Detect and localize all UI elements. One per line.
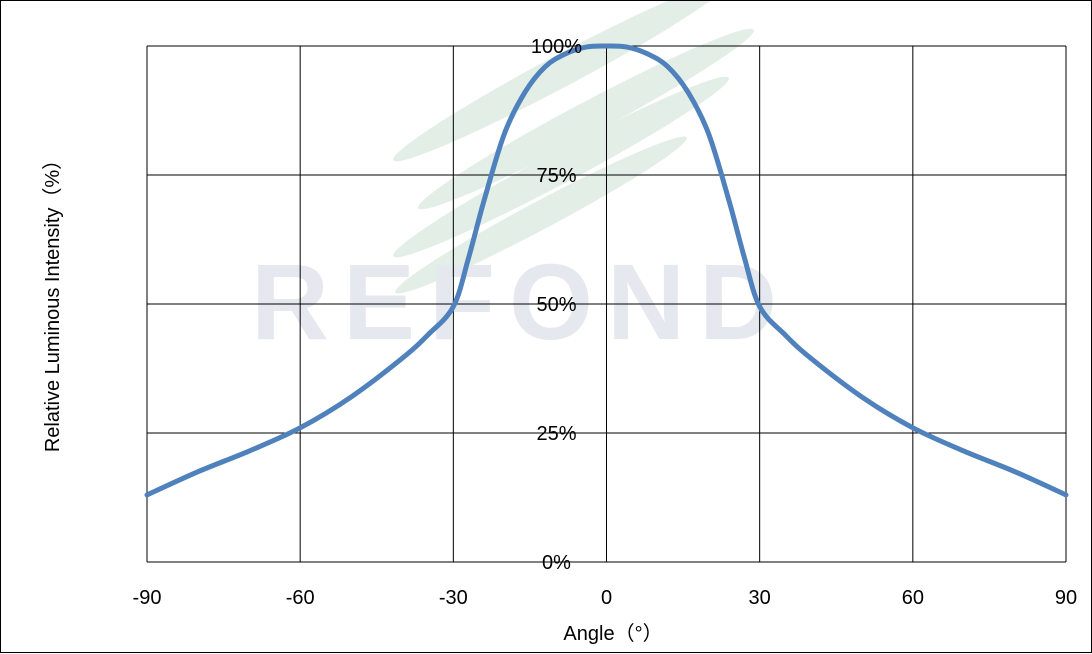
y-tick-label: 0% bbox=[542, 552, 571, 574]
y-axis-ticks: 0% 25% 50% 75% 100% bbox=[531, 36, 582, 574]
watermark: REFOND bbox=[251, 1, 791, 362]
series-line bbox=[144, 43, 1069, 498]
grid bbox=[146, 45, 1067, 563]
watermark-stripe bbox=[418, 28, 754, 210]
series-layer bbox=[144, 43, 1069, 498]
y-tick-label: 50% bbox=[536, 294, 576, 316]
watermark-stripe bbox=[393, 1, 729, 162]
x-tick-label: 30 bbox=[749, 587, 771, 609]
watermark-text: REFOND bbox=[251, 241, 791, 362]
x-axis-ticks: -90 -60 -30 0 30 60 90 bbox=[133, 587, 1078, 609]
x-tick-label: 90 bbox=[1055, 587, 1077, 609]
watermark-stripe bbox=[393, 76, 729, 258]
y-tick-label: 100% bbox=[531, 36, 582, 58]
x-tick-label: -30 bbox=[439, 587, 468, 609]
x-tick-label: 60 bbox=[902, 587, 924, 609]
x-tick-label: -60 bbox=[286, 587, 315, 609]
y-tick-label: 75% bbox=[536, 165, 576, 187]
x-tick-label: 0 bbox=[601, 587, 612, 609]
y-tick-label: 25% bbox=[536, 423, 576, 445]
x-axis-title: Angle（°） bbox=[563, 622, 662, 645]
y-axis-title: Relative Luminous Intensity（%） bbox=[41, 150, 64, 452]
x-tick-label: -90 bbox=[133, 587, 162, 609]
